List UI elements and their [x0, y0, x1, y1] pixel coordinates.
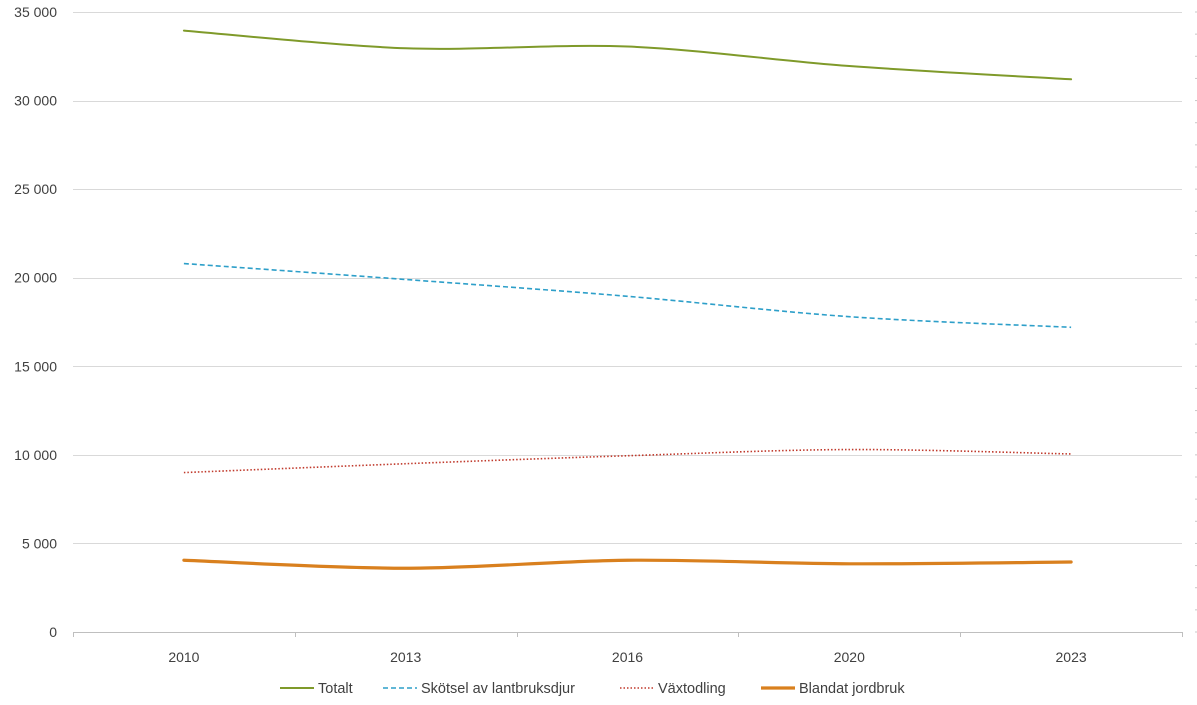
y-tick-label: 10 000 — [14, 447, 57, 463]
y-tick-label: 30 000 — [14, 93, 57, 109]
legend-item: Totalt — [280, 681, 353, 697]
x-tick-label: 2010 — [168, 649, 199, 665]
gridlines — [73, 11, 1197, 633]
series-line-totalt — [182, 29, 1073, 81]
x-tick-label: 2023 — [1056, 649, 1087, 665]
y-tick-label: 15 000 — [14, 358, 57, 374]
series-line-skötsel-av-lantbruksdjur — [183, 262, 1072, 329]
legend-label: Växtodling — [658, 681, 726, 697]
x-tick-label: 2020 — [834, 649, 865, 665]
y-tick-label: 0 — [49, 624, 57, 640]
legend-item: Skötsel av lantbruksdjur — [383, 681, 575, 697]
legend-item: Blandat jordbruk — [761, 681, 905, 697]
series-line-växtodling — [183, 448, 1072, 474]
legend-item: Växtodling — [620, 681, 726, 697]
y-tick-label: 20 000 — [14, 270, 57, 286]
series-lines — [182, 29, 1073, 570]
legend-label: Skötsel av lantbruksdjur — [421, 681, 575, 697]
x-tick-label: 2016 — [612, 649, 643, 665]
legend-label: Blandat jordbruk — [799, 681, 905, 697]
y-tick-label: 5 000 — [22, 535, 57, 551]
legend: Totalt Skötsel av lantbruksdjur Växtodling… — [280, 681, 905, 697]
y-tick-label: 35 000 — [14, 4, 57, 20]
axes: 0 5 000 10 000 15 000 20 000 25 000 30 000 35 0… — [14, 4, 1183, 665]
series-line-blandat-jordbruk — [182, 558, 1073, 570]
y-tick-label: 25 000 — [14, 181, 57, 197]
legend-label: Totalt — [318, 681, 353, 697]
x-tick-label: 2013 — [390, 649, 421, 665]
